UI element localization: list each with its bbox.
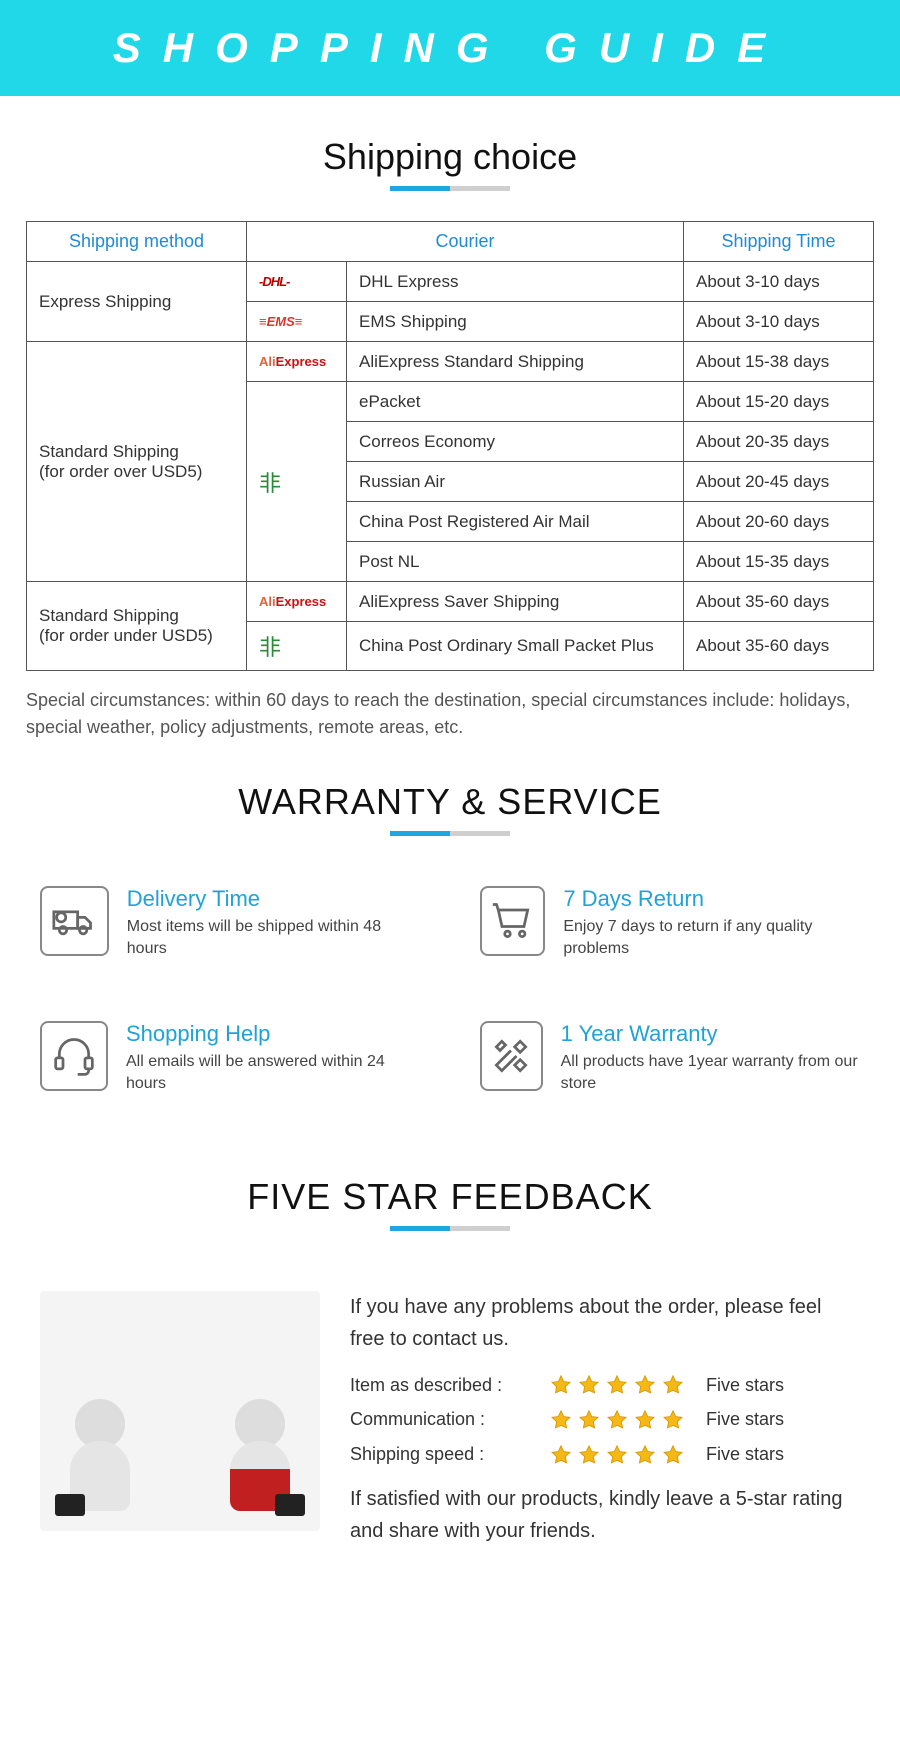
rating-row: Item as described : Five stars <box>350 1371 860 1400</box>
courier-name: DHL Express <box>347 262 684 302</box>
service-desc: All products have 1year warranty from ou… <box>561 1051 860 1096</box>
courier-name: Post NL <box>347 542 684 582</box>
courier-name: AliExpress Saver Shipping <box>347 582 684 622</box>
tools-icon <box>480 1021 543 1091</box>
title-underline <box>390 831 510 836</box>
rating-label: Item as described : <box>350 1371 540 1400</box>
shipping-title: Shipping choice <box>0 136 900 178</box>
shopping-guide-banner: SHOPPING GUIDE <box>0 0 900 96</box>
courier-logo: AliExpress <box>247 582 347 622</box>
star-icon <box>634 1444 656 1466</box>
star-icon <box>606 1444 628 1466</box>
service-item: 1 Year Warranty All products have 1year w… <box>480 1021 860 1096</box>
shipping-time: About 20-45 days <box>684 462 874 502</box>
feedback-outro: If satisfied with our products, kindly l… <box>350 1483 860 1547</box>
rating-label: Shipping speed : <box>350 1440 540 1469</box>
star-icon <box>578 1409 600 1431</box>
title-underline <box>390 186 510 191</box>
shipping-time: About 15-35 days <box>684 542 874 582</box>
star-icon <box>606 1409 628 1431</box>
star-icon <box>662 1374 684 1396</box>
table-row: Express Shipping-DHL-DHL ExpressAbout 3-… <box>27 262 874 302</box>
feedback-intro: If you have any problems about the order… <box>350 1291 860 1355</box>
service-grid: Delivery Time Most items will be shipped … <box>40 866 860 1136</box>
table-row: Standard Shipping(for order over USD5)Al… <box>27 342 874 382</box>
table-row: Standard Shipping(for order under USD5)A… <box>27 582 874 622</box>
shipping-time: About 20-60 days <box>684 502 874 542</box>
service-item: Shopping Help All emails will be answered… <box>40 1021 420 1096</box>
shipping-time: About 15-38 days <box>684 342 874 382</box>
service-desc: All emails will be answered within 24 ho… <box>126 1051 420 1096</box>
feedback-title: FIVE STAR FEEDBACK <box>0 1176 900 1218</box>
courier-name: China Post Ordinary Small Packet Plus <box>347 622 684 671</box>
courier-name: ePacket <box>347 382 684 422</box>
star-icon <box>578 1374 600 1396</box>
headset-icon <box>40 1021 108 1091</box>
rating-text: Five stars <box>706 1440 784 1469</box>
handshake-illustration <box>40 1291 320 1531</box>
service-desc: Most items will be shipped within 48 hou… <box>127 916 420 961</box>
service-item: Delivery Time Most items will be shipped … <box>40 886 420 961</box>
star-icon <box>550 1374 572 1396</box>
shipping-time: About 3-10 days <box>684 262 874 302</box>
shipping-note: Special circumstances: within 60 days to… <box>26 687 874 741</box>
truck-icon <box>40 886 109 956</box>
star-icon <box>634 1409 656 1431</box>
service-title: 1 Year Warranty <box>561 1021 860 1047</box>
courier-name: Correos Economy <box>347 422 684 462</box>
method-cell: Standard Shipping(for order over USD5) <box>27 342 247 582</box>
rating-text: Five stars <box>706 1371 784 1400</box>
star-icon <box>606 1374 628 1396</box>
service-title: Shopping Help <box>126 1021 420 1047</box>
star-icon <box>662 1444 684 1466</box>
th-courier: Courier <box>247 222 684 262</box>
title-underline <box>390 1226 510 1231</box>
star-icon <box>662 1409 684 1431</box>
courier-name: Russian Air <box>347 462 684 502</box>
shipping-time: About 20-35 days <box>684 422 874 462</box>
th-method: Shipping method <box>27 222 247 262</box>
courier-name: EMS Shipping <box>347 302 684 342</box>
rating-row: Shipping speed : Five stars <box>350 1440 860 1469</box>
shipping-time: About 15-20 days <box>684 382 874 422</box>
courier-logo: -DHL- <box>247 262 347 302</box>
shipping-time: About 35-60 days <box>684 622 874 671</box>
rating-text: Five stars <box>706 1405 784 1434</box>
cart-icon <box>480 886 545 956</box>
rating-row: Communication : Five stars <box>350 1405 860 1434</box>
star-icon <box>550 1444 572 1466</box>
star-icon <box>578 1444 600 1466</box>
courier-name: AliExpress Standard Shipping <box>347 342 684 382</box>
warranty-title: WARRANTY & SERVICE <box>0 781 900 823</box>
courier-logo: ≡EMS≡ <box>247 302 347 342</box>
shipping-time: About 35-60 days <box>684 582 874 622</box>
method-cell: Standard Shipping(for order under USD5) <box>27 582 247 671</box>
service-desc: Enjoy 7 days to return if any quality pr… <box>563 916 860 961</box>
service-item: 7 Days Return Enjoy 7 days to return if a… <box>480 886 860 961</box>
feedback-section: If you have any problems about the order… <box>20 1261 880 1607</box>
courier-logo: AliExpress <box>247 342 347 382</box>
service-title: Delivery Time <box>127 886 420 912</box>
courier-logo: ⾮ <box>247 622 347 671</box>
courier-logo: ⾮ <box>247 382 347 582</box>
star-icon <box>550 1409 572 1431</box>
courier-name: China Post Registered Air Mail <box>347 502 684 542</box>
rating-label: Communication : <box>350 1405 540 1434</box>
star-icon <box>634 1374 656 1396</box>
method-cell: Express Shipping <box>27 262 247 342</box>
shipping-time: About 3-10 days <box>684 302 874 342</box>
th-time: Shipping Time <box>684 222 874 262</box>
service-title: 7 Days Return <box>563 886 860 912</box>
shipping-table: Shipping method Courier Shipping Time Ex… <box>26 221 874 671</box>
